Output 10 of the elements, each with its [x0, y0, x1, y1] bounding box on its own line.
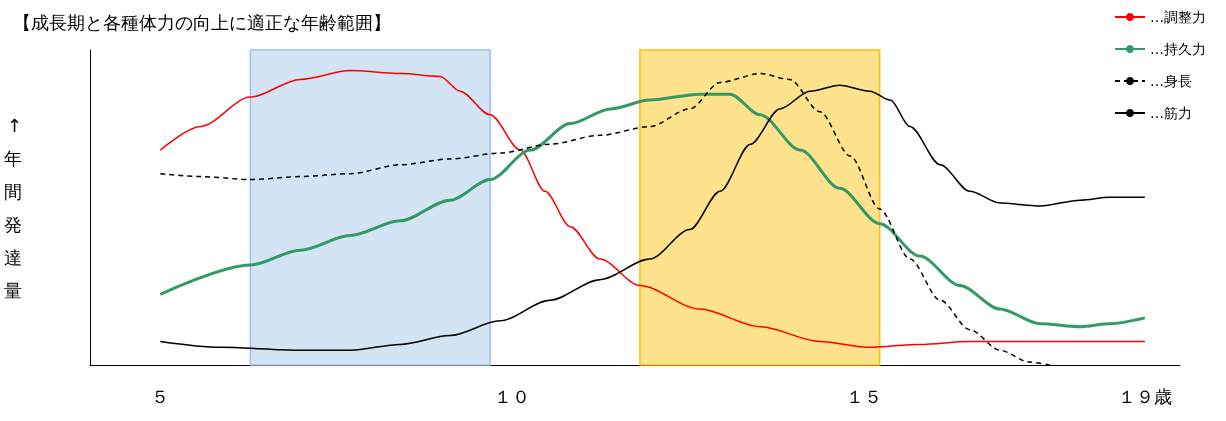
legend-label: …持久力 [1150, 41, 1206, 57]
x-tick-label: ５ [151, 385, 170, 407]
x-tick-label: １５ [845, 385, 882, 407]
legend-label: …身長 [1150, 73, 1192, 89]
x-tick-label: １０ [493, 385, 530, 407]
y-axis-title: ↑年間発達量 [4, 114, 22, 301]
chart-title: 【成長期と各種体力の向上に適正な年齢範囲】 [13, 11, 391, 33]
legend-label: …調整力 [1150, 9, 1206, 25]
legend-label: …筋力 [1150, 105, 1192, 121]
x-tick-label: １９歳 [1117, 385, 1172, 407]
